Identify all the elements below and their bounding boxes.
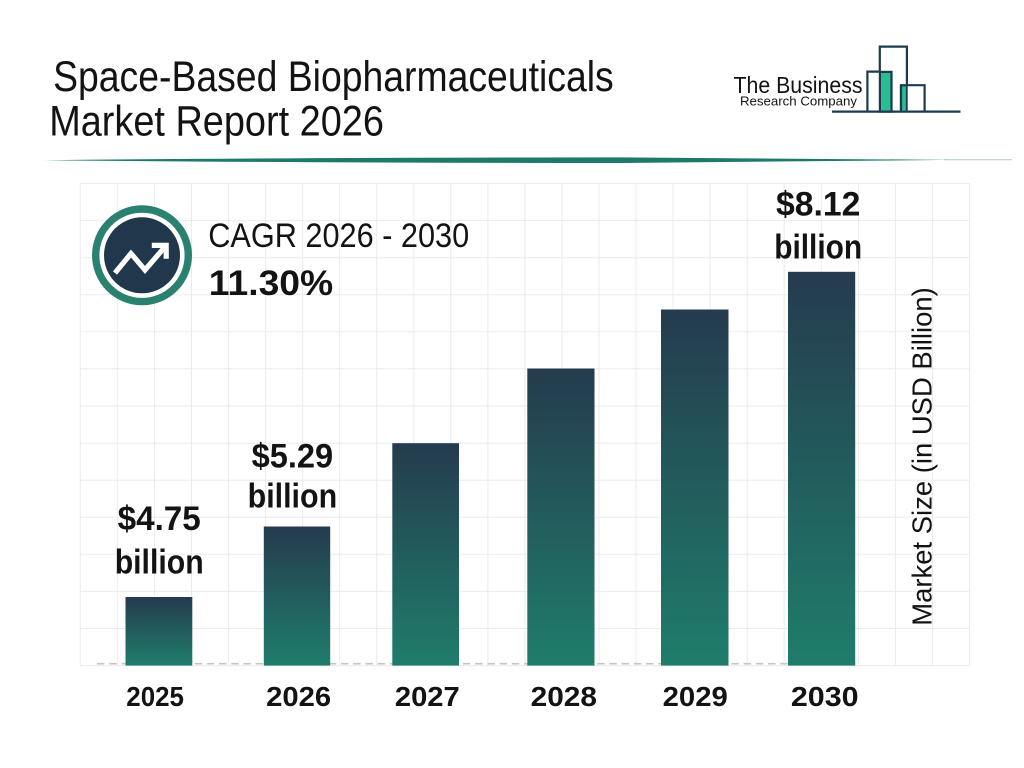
svg-text:billion: billion [248, 477, 338, 515]
svg-text:The Business: The Business [734, 72, 863, 98]
svg-text:2029: 2029 [663, 681, 728, 712]
svg-text:11.30%: 11.30% [209, 264, 333, 303]
svg-text:2028: 2028 [531, 681, 597, 712]
svg-text:Market Report 2026: Market Report 2026 [49, 97, 384, 145]
svg-text:Market Size (in USD Billion): Market Size (in USD Billion) [907, 287, 938, 626]
svg-text:Space-Based Biopharmaceuticals: Space-Based Biopharmaceuticals [53, 53, 614, 101]
svg-text:2027: 2027 [395, 681, 460, 712]
svg-text:2030: 2030 [791, 681, 859, 712]
svg-text:CAGR 2026 - 2030: CAGR 2026 - 2030 [208, 217, 469, 255]
svg-text:$8.12: $8.12 [776, 185, 860, 223]
svg-text:2025: 2025 [126, 681, 184, 712]
svg-text:$4.75: $4.75 [118, 500, 201, 538]
svg-text:2026: 2026 [266, 681, 331, 712]
svg-text:Research Company: Research Company [740, 94, 857, 109]
svg-text:$5.29: $5.29 [252, 438, 334, 476]
svg-text:billion: billion [115, 544, 204, 582]
svg-text:billion: billion [774, 229, 862, 267]
